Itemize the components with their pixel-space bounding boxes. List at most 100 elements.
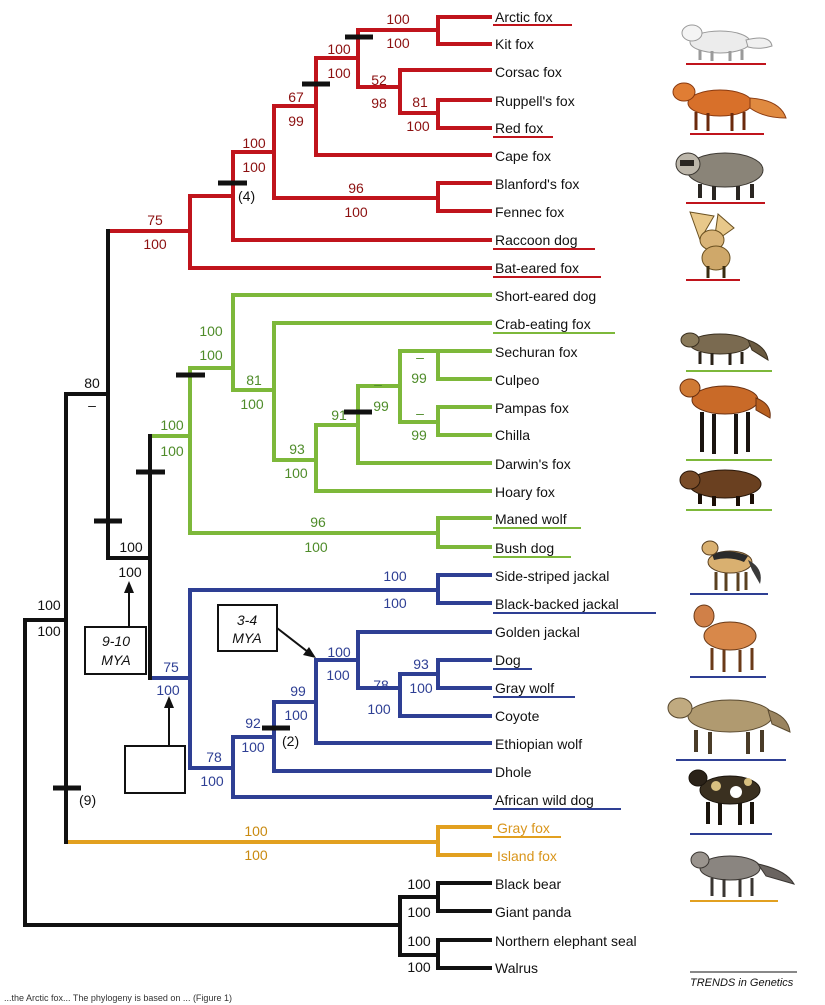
- support-pampas-chilla-bot: 99: [411, 427, 427, 443]
- support-fox-group-bot: 100: [118, 564, 142, 580]
- support-sa-clade-bot: 100: [160, 443, 184, 459]
- support-blue: 100 100 75 100 78 100 92 100 99 100 100 …: [156, 568, 433, 789]
- taxon-hoary-fox: Hoary fox: [495, 484, 555, 500]
- support-arctic-corsac-bot: 100: [327, 65, 351, 81]
- support-blanford-fennec-top: 96: [348, 180, 364, 196]
- taxon-coyote: Coyote: [495, 708, 540, 724]
- callout-9-10-line2: MYA: [101, 652, 131, 668]
- taxon-walrus: Walrus: [495, 960, 538, 976]
- branches-blue: [148, 573, 492, 799]
- african-wild-dog-illustration: [688, 769, 772, 835]
- support-vulpes-bot: 99: [288, 113, 304, 129]
- taxon-red-fox: Red fox: [495, 120, 543, 136]
- crab-eating-fox-illustration: [680, 332, 772, 372]
- taxon-cape-fox: Cape fox: [495, 148, 551, 164]
- taxon-bush-dog: Bush dog: [495, 540, 554, 556]
- support-dog-wolf-top: 93: [413, 656, 429, 672]
- support-crab-rest-top: 81: [246, 372, 262, 388]
- support-wolf-core-top: 100: [327, 644, 351, 660]
- support-darwin-hoary-bot: 100: [284, 465, 308, 481]
- branches-green: [148, 293, 492, 549]
- support-canidae-bot: 100: [37, 623, 61, 639]
- callout-9-10-mya: 9-10 MYA: [84, 581, 147, 675]
- callout-empty-box: [124, 696, 186, 794]
- support-crab-rest-bot: 100: [240, 396, 264, 412]
- taxon-corsac-fox: Corsac fox: [495, 64, 562, 80]
- support-maned-bush-top: 96: [310, 514, 326, 530]
- taxon-pampas-fox: Pampas fox: [495, 400, 569, 416]
- support-red: 100 100 100 100 52 98 81 100 67 99 100 1…: [143, 11, 430, 252]
- taxon-bat-eared-fox: Bat-eared fox: [495, 260, 579, 276]
- taxon-culpeo: Culpeo: [495, 372, 540, 388]
- figure-caption: ...the Arctic fox... The phylogeny is ba…: [4, 993, 232, 1003]
- animal-illustrations: [667, 24, 796, 902]
- support-coyote-bot: 100: [367, 701, 391, 717]
- credit-text: TRENDS in Genetics: [690, 977, 794, 989]
- taxon-labels: Arctic fox Kit fox Corsac fox Ruppell's …: [495, 9, 637, 976]
- support-pampas-chilla-top: –: [416, 405, 424, 421]
- taxon-island-fox: Island fox: [497, 848, 557, 864]
- taxon-ethiopian-wolf: Ethiopian wolf: [495, 736, 582, 752]
- support-arctic-kit-top: 100: [386, 11, 410, 27]
- arctic-fox-illustration: [681, 24, 773, 65]
- taxon-sechuran-fox: Sechuran fox: [495, 344, 578, 360]
- taxon-african-wild-dog: African wild dog: [495, 792, 594, 808]
- taxon-black-bear: Black bear: [495, 876, 561, 892]
- support-sa-clade-top: 100: [160, 417, 184, 433]
- support-fox-group-top: 100: [119, 539, 143, 555]
- taxon-short-eared-dog: Short-eared dog: [495, 288, 596, 304]
- support-lyc-inner-bot: 99: [373, 398, 389, 414]
- taxon-northern-elephant-seal: Northern elephant seal: [495, 933, 637, 949]
- callout-3-4-line2: MYA: [232, 630, 262, 646]
- support-sechuran-culpeo-bot: 99: [411, 370, 427, 386]
- support-corsac-ruppell-bot: 98: [371, 95, 387, 111]
- support-wolf-clade-bot: 100: [156, 682, 180, 698]
- support-sa-core-top: 100: [199, 323, 223, 339]
- support-seal-walrus-top: 100: [407, 933, 431, 949]
- taxon-fennec-fox: Fennec fox: [495, 204, 564, 220]
- support-sa-core-bot: 100: [199, 347, 223, 363]
- support-bear-panda-top: 100: [407, 876, 431, 892]
- support-jackal-pair-bot: 100: [383, 595, 407, 611]
- taxon-side-striped-jackal: Side-striped jackal: [495, 568, 609, 584]
- support-gray-island-top: 100: [244, 823, 268, 839]
- support-green: 100 100 81 100 – 99 – 99 – 99 91 93 100 …: [160, 323, 427, 555]
- support-dog-wolf-bot: 100: [409, 680, 433, 696]
- taxon-darwins-fox: Darwin's fox: [495, 456, 571, 472]
- support-ethiopian-top: 99: [290, 683, 306, 699]
- branches-red: [106, 15, 492, 270]
- bat-eared-fox-illustration: [686, 211, 740, 281]
- support-seal-walrus-bot: 100: [407, 959, 431, 975]
- taxon-dog: Dog: [495, 652, 521, 668]
- support-red-clade-top: 75: [147, 212, 163, 228]
- taxon-ruppells-fox: Ruppell's fox: [495, 93, 575, 109]
- support-darwin-hoary-top: 93: [289, 441, 305, 457]
- support-lyc-inner-top: –: [374, 376, 382, 392]
- support-blanford-fennec-bot: 100: [344, 204, 368, 220]
- support-maned-bush-bot: 100: [304, 539, 328, 555]
- taxon-giant-panda: Giant panda: [495, 904, 571, 920]
- support-coyote-top: 78: [373, 677, 389, 693]
- support-dhole-top: 92: [245, 715, 261, 731]
- support-gray-island-bot: 100: [244, 847, 268, 863]
- callout-9-10-line1: 9-10: [102, 633, 130, 649]
- note-2: (2): [282, 733, 299, 749]
- gray-fox-illustration: [690, 851, 796, 902]
- support-dhole-bot: 100: [241, 739, 265, 755]
- support-ruppell-red-bot: 100: [406, 118, 430, 134]
- support-africanwd-top: 78: [206, 749, 222, 765]
- support-sechuran-culpeo-top: –: [416, 349, 424, 365]
- support-ethiopian-bot: 100: [284, 707, 308, 723]
- taxon-kit-fox: Kit fox: [495, 36, 534, 52]
- support-arctic-corsac-top: 100: [327, 41, 351, 57]
- support-lycalopex-top: 91: [331, 407, 347, 423]
- branches-black: [23, 229, 492, 970]
- support-corsac-ruppell-top: 52: [371, 72, 387, 88]
- taxon-dhole: Dhole: [495, 764, 532, 780]
- taxon-golden-jackal: Golden jackal: [495, 624, 580, 640]
- support-vulpes-cape-bot: 100: [242, 159, 266, 175]
- calibration-marks: [53, 34, 373, 791]
- support-ruppell-red-top: 81: [412, 94, 428, 110]
- taxon-crab-eating-fox: Crab-eating fox: [495, 316, 591, 332]
